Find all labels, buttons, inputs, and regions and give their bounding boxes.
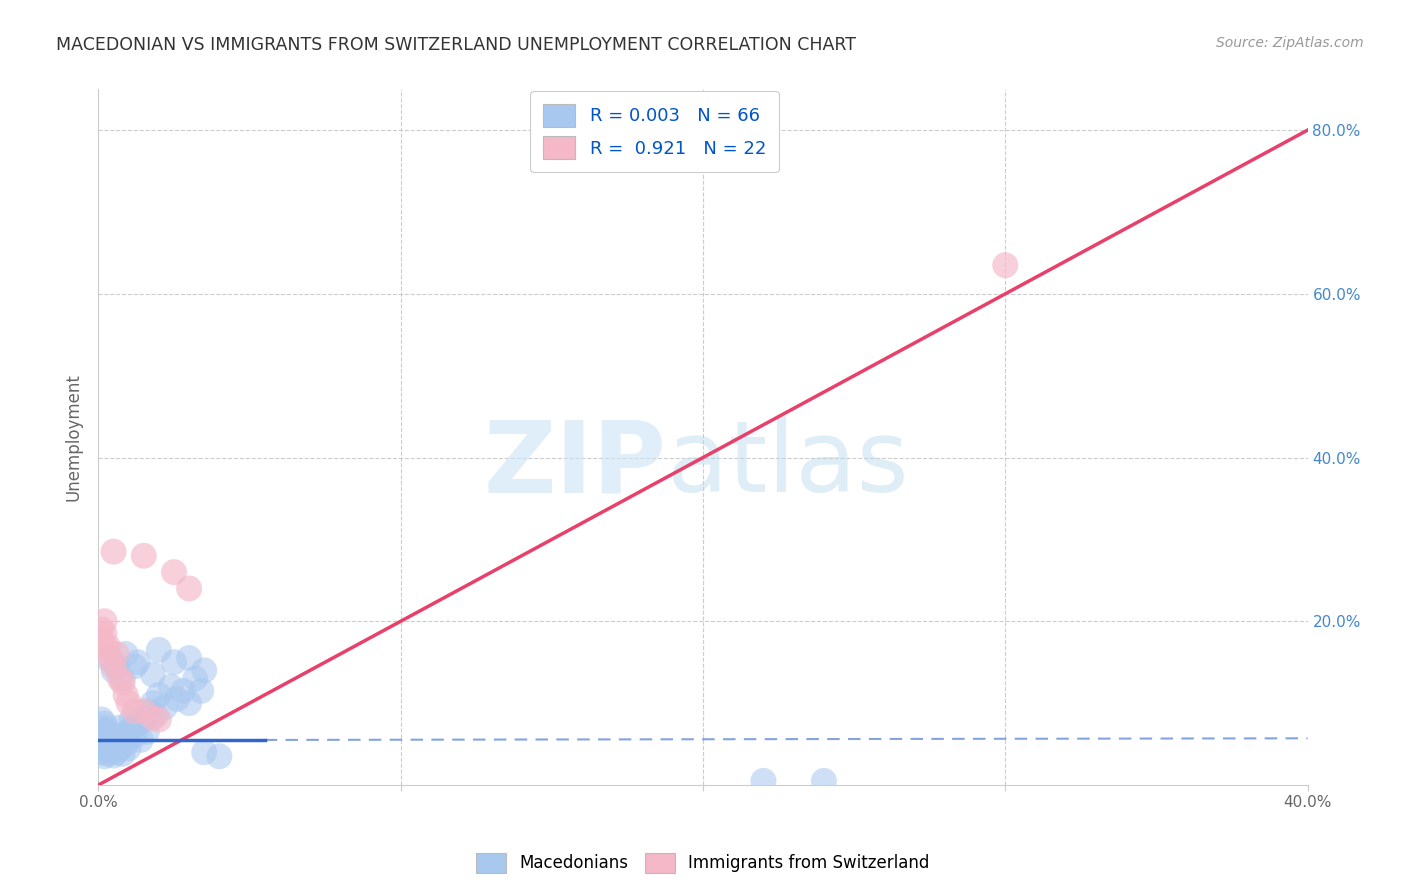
Point — [129, 733, 152, 747]
Point — [108, 672, 131, 686]
Point — [90, 737, 112, 751]
Point — [90, 713, 112, 727]
Legend: R = 0.003   N = 66, R =  0.921   N = 22: R = 0.003 N = 66, R = 0.921 N = 22 — [530, 91, 779, 172]
Text: MACEDONIAN VS IMMIGRANTS FROM SWITZERLAND UNEMPLOYMENT CORRELATION CHART: MACEDONIAN VS IMMIGRANTS FROM SWITZERLAN… — [56, 36, 856, 54]
Point — [93, 614, 115, 628]
Point — [142, 696, 165, 710]
Point — [96, 639, 118, 653]
Point — [111, 675, 134, 690]
Point — [145, 708, 167, 723]
Point — [96, 723, 118, 737]
Point — [96, 651, 118, 665]
Point — [132, 549, 155, 563]
Point — [148, 688, 170, 702]
Point — [127, 716, 149, 731]
Point — [163, 565, 186, 579]
Point — [160, 680, 183, 694]
Y-axis label: Unemployment: Unemployment — [65, 373, 83, 501]
Point — [124, 659, 146, 673]
Point — [93, 737, 115, 751]
Point — [114, 688, 136, 702]
Point — [96, 731, 118, 745]
Point — [118, 741, 141, 756]
Point — [93, 716, 115, 731]
Point — [124, 729, 146, 743]
Point — [103, 659, 125, 673]
Point — [100, 729, 122, 743]
Point — [142, 711, 165, 725]
Point — [103, 748, 125, 763]
Point — [105, 729, 128, 743]
Point — [100, 743, 122, 757]
Point — [190, 683, 212, 698]
Point — [179, 582, 201, 596]
Point — [111, 672, 134, 686]
Point — [121, 721, 143, 735]
Point — [105, 745, 128, 759]
Point — [108, 721, 131, 735]
Point — [135, 724, 157, 739]
Point — [108, 733, 131, 747]
Point — [90, 721, 112, 735]
Point — [111, 731, 134, 745]
Point — [90, 623, 112, 637]
Point — [179, 651, 201, 665]
Point — [100, 727, 122, 741]
Point — [105, 659, 128, 673]
Point — [93, 724, 115, 739]
Point — [114, 737, 136, 751]
Point — [184, 672, 207, 686]
Point — [96, 643, 118, 657]
Point — [93, 749, 115, 764]
Point — [93, 733, 115, 747]
Legend: Macedonians, Immigrants from Switzerland: Macedonians, Immigrants from Switzerland — [470, 847, 936, 880]
Point — [153, 700, 176, 714]
Point — [124, 704, 146, 718]
Point — [193, 745, 215, 759]
Point — [111, 747, 134, 761]
Point — [148, 713, 170, 727]
Point — [105, 647, 128, 661]
Point — [103, 544, 125, 558]
Point — [90, 729, 112, 743]
Text: atlas: atlas — [666, 417, 908, 514]
Point — [139, 704, 162, 718]
Point — [100, 735, 122, 749]
Point — [121, 713, 143, 727]
Point — [93, 626, 115, 640]
Point — [208, 749, 231, 764]
Point — [132, 704, 155, 718]
Point — [166, 692, 188, 706]
Point — [142, 667, 165, 681]
Point — [163, 655, 186, 669]
Point — [90, 745, 112, 759]
Point — [193, 664, 215, 678]
Point — [752, 773, 775, 788]
Point — [148, 643, 170, 657]
Point — [172, 683, 194, 698]
Point — [994, 258, 1017, 272]
Point — [118, 696, 141, 710]
Text: Source: ZipAtlas.com: Source: ZipAtlas.com — [1216, 36, 1364, 50]
Point — [103, 740, 125, 755]
Point — [103, 664, 125, 678]
Point — [100, 651, 122, 665]
Point — [179, 696, 201, 710]
Point — [90, 634, 112, 648]
Point — [103, 732, 125, 747]
Point — [132, 713, 155, 727]
Text: ZIP: ZIP — [484, 417, 666, 514]
Point — [96, 747, 118, 761]
Point — [127, 655, 149, 669]
Point — [114, 647, 136, 661]
Point — [93, 741, 115, 756]
Point — [118, 724, 141, 739]
Point — [813, 773, 835, 788]
Point — [108, 742, 131, 756]
Point — [96, 739, 118, 753]
